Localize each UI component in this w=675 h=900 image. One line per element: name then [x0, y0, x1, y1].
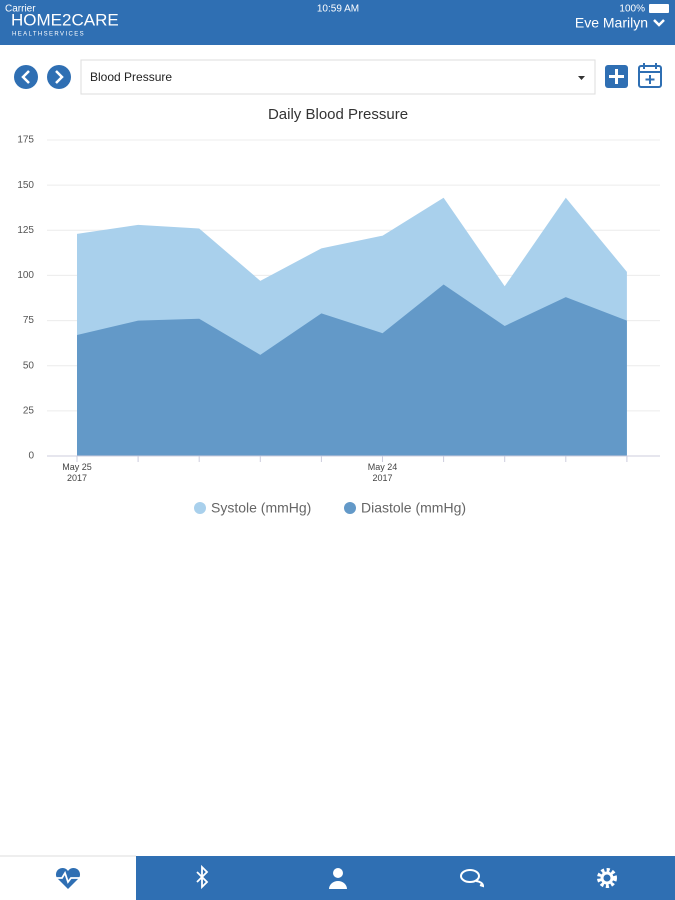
legend-label: Diastole (mmHg) [361, 500, 466, 516]
logo: HOME2CARE [11, 10, 119, 29]
battery-icon [649, 4, 669, 13]
add-plus [609, 69, 624, 84]
user-name: Eve Marilyn [575, 15, 648, 31]
tab-bar [136, 856, 675, 900]
legend-swatch [344, 502, 356, 514]
next-circle [47, 65, 71, 89]
prev-arrow [21, 70, 30, 84]
tab-bluetooth[interactable] [196, 864, 209, 890]
pulse-icon [55, 870, 81, 884]
y-tick-label: 150 [17, 180, 34, 191]
legend-swatch [194, 502, 206, 514]
chat-bubble-2 [475, 880, 485, 888]
chart: 0 25 50 75 100 125 150 175 May 25 2017 May 24 2017 S… [17, 135, 660, 516]
chat-bubble [460, 869, 480, 883]
y-tick-label: 175 [17, 135, 34, 146]
y-tick-label: 0 [28, 451, 34, 462]
selector-caret [578, 76, 585, 80]
legend-item[interactable]: Systole (mmHg) [194, 500, 311, 516]
y-tick-label: 50 [23, 360, 35, 371]
profile-head [333, 868, 343, 878]
x-tick-label: May 24 2017 [368, 462, 398, 483]
gear-teeth [597, 868, 617, 888]
calendar-box [638, 65, 662, 88]
prev-circle [14, 65, 38, 89]
tab-profile[interactable] [329, 868, 347, 889]
add-button[interactable] [605, 65, 628, 88]
heart-icon [55, 867, 81, 889]
calendar-button[interactable] [638, 63, 662, 88]
bluetooth-icon [196, 864, 209, 890]
x-tick-label: May 25 2017 [62, 462, 92, 483]
area [77, 284, 627, 456]
legend-label: Systole (mmHg) [211, 500, 311, 516]
chart-title: Daily Blood Pressure [268, 106, 408, 123]
header-bar [0, 0, 675, 45]
next-arrow [55, 70, 64, 84]
logo-sub: HEALTHSERVICES [12, 32, 85, 38]
y-tick-label: 25 [23, 405, 35, 416]
gear-ring [600, 871, 614, 885]
y-tick-label: 100 [17, 270, 34, 281]
tab-messages[interactable] [460, 869, 485, 888]
user-menu[interactable]: Eve Marilyn [575, 15, 665, 31]
selector-box [80, 59, 596, 95]
y-tick-label: 125 [17, 225, 34, 236]
next-button[interactable] [47, 65, 71, 89]
clock: 10:59 AM [317, 4, 359, 15]
profile-body [329, 881, 347, 889]
selector-text: Blood Pressure [90, 70, 172, 84]
prev-button[interactable] [14, 65, 38, 89]
calendar-glyph [639, 63, 661, 84]
chevron [653, 19, 665, 27]
legend-item[interactable]: Diastole (mmHg) [344, 500, 466, 516]
tab-settings[interactable] [597, 868, 617, 888]
carrier: Carrier [5, 4, 36, 15]
y-tick-label: 75 [23, 315, 35, 326]
measure-selector[interactable]: Blood Pressure [80, 59, 596, 95]
battery-level: 100% [619, 4, 645, 15]
